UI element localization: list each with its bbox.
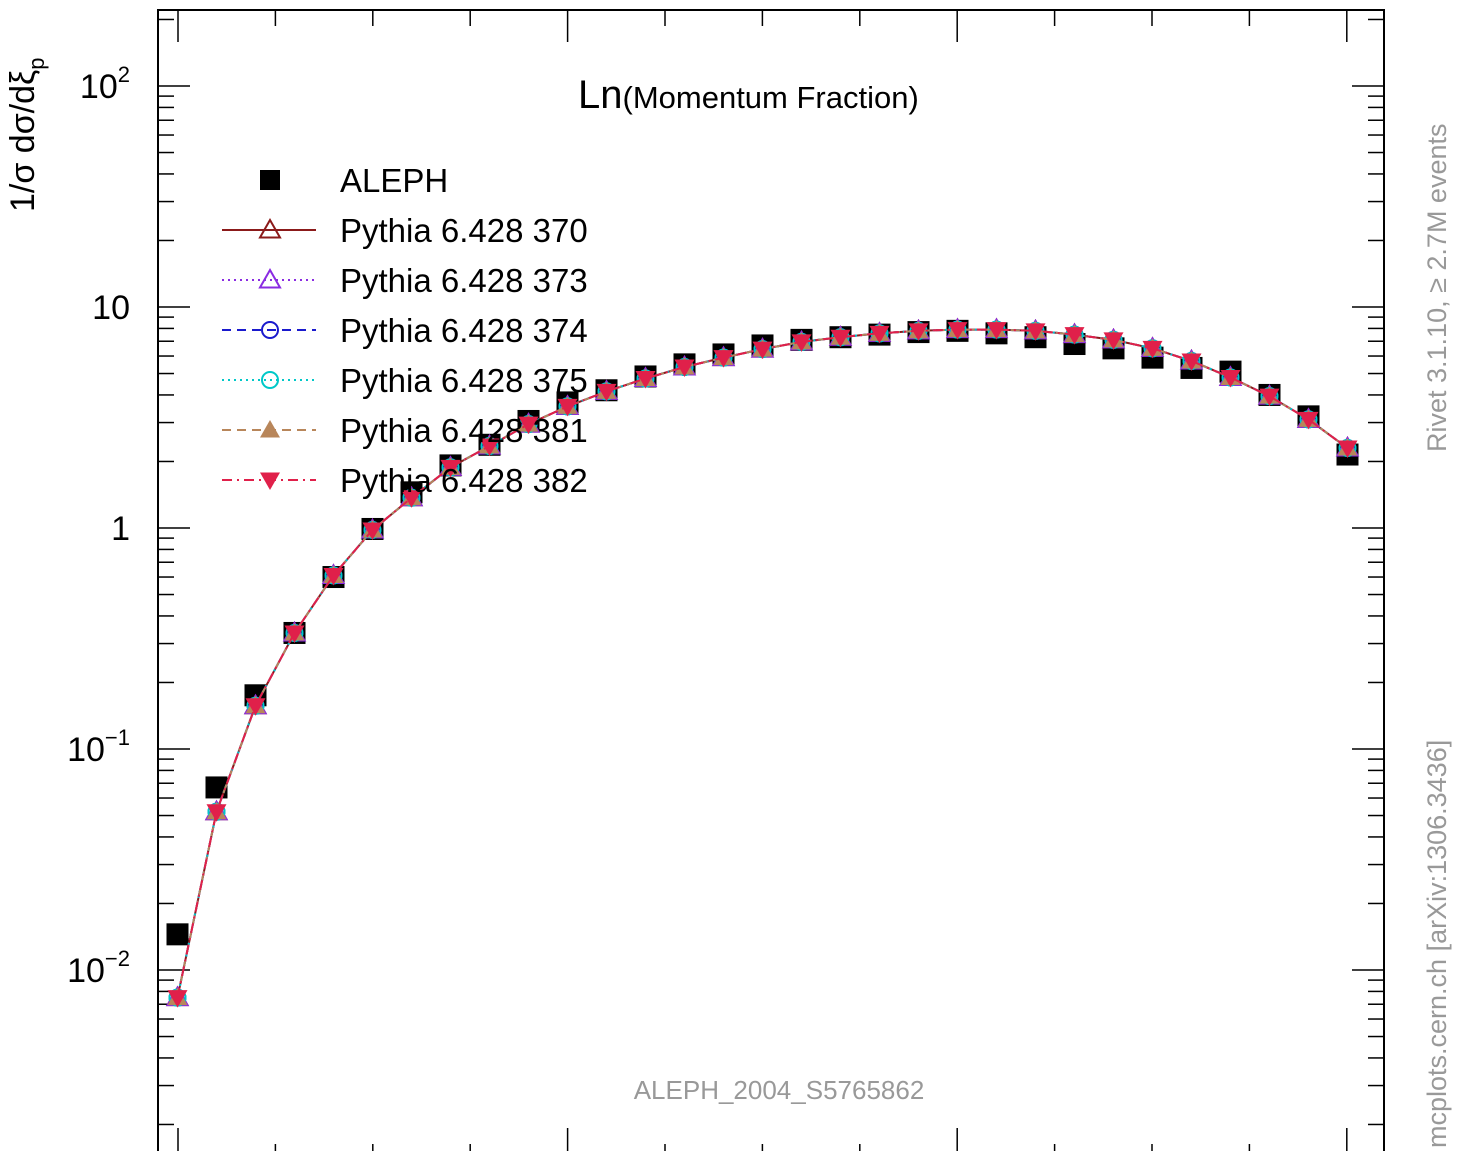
data-point [1181, 353, 1202, 371]
y-tick-label-exponent: −2 [105, 946, 130, 971]
chart-title: Ln(Momentum Fraction) [578, 73, 919, 117]
data-point [557, 398, 578, 417]
legend-label: Pythia 6.428 382 [340, 462, 588, 499]
y-tick-label: 10−2 [67, 946, 130, 990]
legend-item: ALEPH [260, 162, 448, 199]
data-point [245, 698, 266, 716]
data-point [362, 522, 383, 540]
data-point [1259, 388, 1280, 407]
data-point [401, 490, 422, 508]
legend: ALEPH Pythia 6.428 370 Pythia 6.428 373 Pyt… [222, 162, 588, 499]
data-point [1337, 440, 1358, 459]
legend-item: Pythia 6.428 375 [222, 362, 588, 399]
legend-marker [258, 217, 282, 239]
legend-marker [258, 267, 282, 289]
y-axis-label: 1/σ dσ/dξp [4, 57, 49, 212]
data-point [635, 370, 656, 389]
chart-title-ln: Ln [578, 73, 623, 117]
chart-title-rest: (Momentum Fraction) [623, 80, 919, 115]
data-point [1220, 369, 1241, 388]
y-tick-label-base: 10 [92, 289, 130, 327]
data-point [830, 329, 851, 348]
data-point [479, 438, 500, 456]
data-point [908, 323, 929, 341]
data-point [205, 776, 228, 799]
data-point [947, 322, 968, 340]
y-tick-label: 10 [92, 289, 130, 327]
legend-item: Pythia 6.428 381 [222, 412, 588, 449]
legend-marker [260, 420, 280, 438]
y-axis-ticks [158, 18, 1384, 1126]
data-point [166, 923, 189, 946]
data-point [284, 625, 305, 643]
y-tick-label-base: 1 [111, 510, 130, 548]
data-point [986, 322, 1007, 340]
legend-marker [260, 170, 280, 190]
legend-item: Pythia 6.428 374 [222, 312, 588, 349]
y-tick-label: 10−1 [67, 725, 130, 769]
data-point [323, 567, 344, 586]
plot-frame [157, 9, 1385, 1151]
legend-label: Pythia 6.428 374 [340, 312, 588, 349]
legend-label: Pythia 6.428 370 [340, 212, 588, 249]
legend-item: Pythia 6.428 373 [222, 262, 588, 299]
legend-label: Pythia 6.428 375 [340, 362, 588, 399]
y-tick-label: 1 [111, 510, 130, 548]
legend-marker [260, 472, 280, 490]
data-point [1025, 323, 1046, 341]
data-point [713, 350, 734, 368]
series-pythia-6-428-382 [167, 322, 1358, 1008]
data-point [206, 804, 227, 822]
data-point [167, 990, 188, 1008]
legend-marker [261, 371, 279, 389]
legend-item: Pythia 6.428 370 [222, 212, 588, 249]
legend-label: Pythia 6.428 381 [340, 412, 588, 449]
y-tick-label-base: 10 [67, 731, 105, 769]
data-point [1064, 327, 1085, 345]
series-layer [165, 317, 1360, 1008]
y-tick-label-exponent: 2 [118, 62, 130, 87]
analysis-label: ALEPH_2004_S5765862 [634, 1075, 925, 1105]
x-axis-ticks [177, 10, 1348, 1151]
y-axis-label-subscript: p [24, 57, 49, 69]
data-point [518, 416, 539, 435]
data-point [596, 383, 617, 402]
y-tick-label-base: 10 [67, 952, 105, 990]
side-label-mcplots: mcplots.cern.ch [arXiv:1306.3436] [1422, 740, 1452, 1148]
legend-label: Pythia 6.428 373 [340, 262, 588, 299]
legend-label: ALEPH [340, 162, 448, 199]
data-point [440, 459, 461, 478]
data-point [791, 334, 812, 352]
side-label-rivet: Rivet 3.1.10, ≥ 2.7M events [1422, 124, 1452, 452]
y-tick-label: 102 [80, 62, 130, 106]
y-axis-label-main: 1/σ dσ/dξ [4, 70, 42, 212]
data-point [752, 341, 773, 360]
y-tick-label-exponent: −1 [105, 725, 130, 750]
data-point [1103, 332, 1124, 350]
data-point [674, 359, 695, 378]
y-tick-label-base: 10 [80, 68, 118, 106]
data-point [869, 325, 890, 344]
legend-marker [261, 321, 279, 339]
data-point [1142, 340, 1163, 359]
data-point [1298, 411, 1319, 430]
legend-item: Pythia 6.428 382 [222, 462, 588, 499]
